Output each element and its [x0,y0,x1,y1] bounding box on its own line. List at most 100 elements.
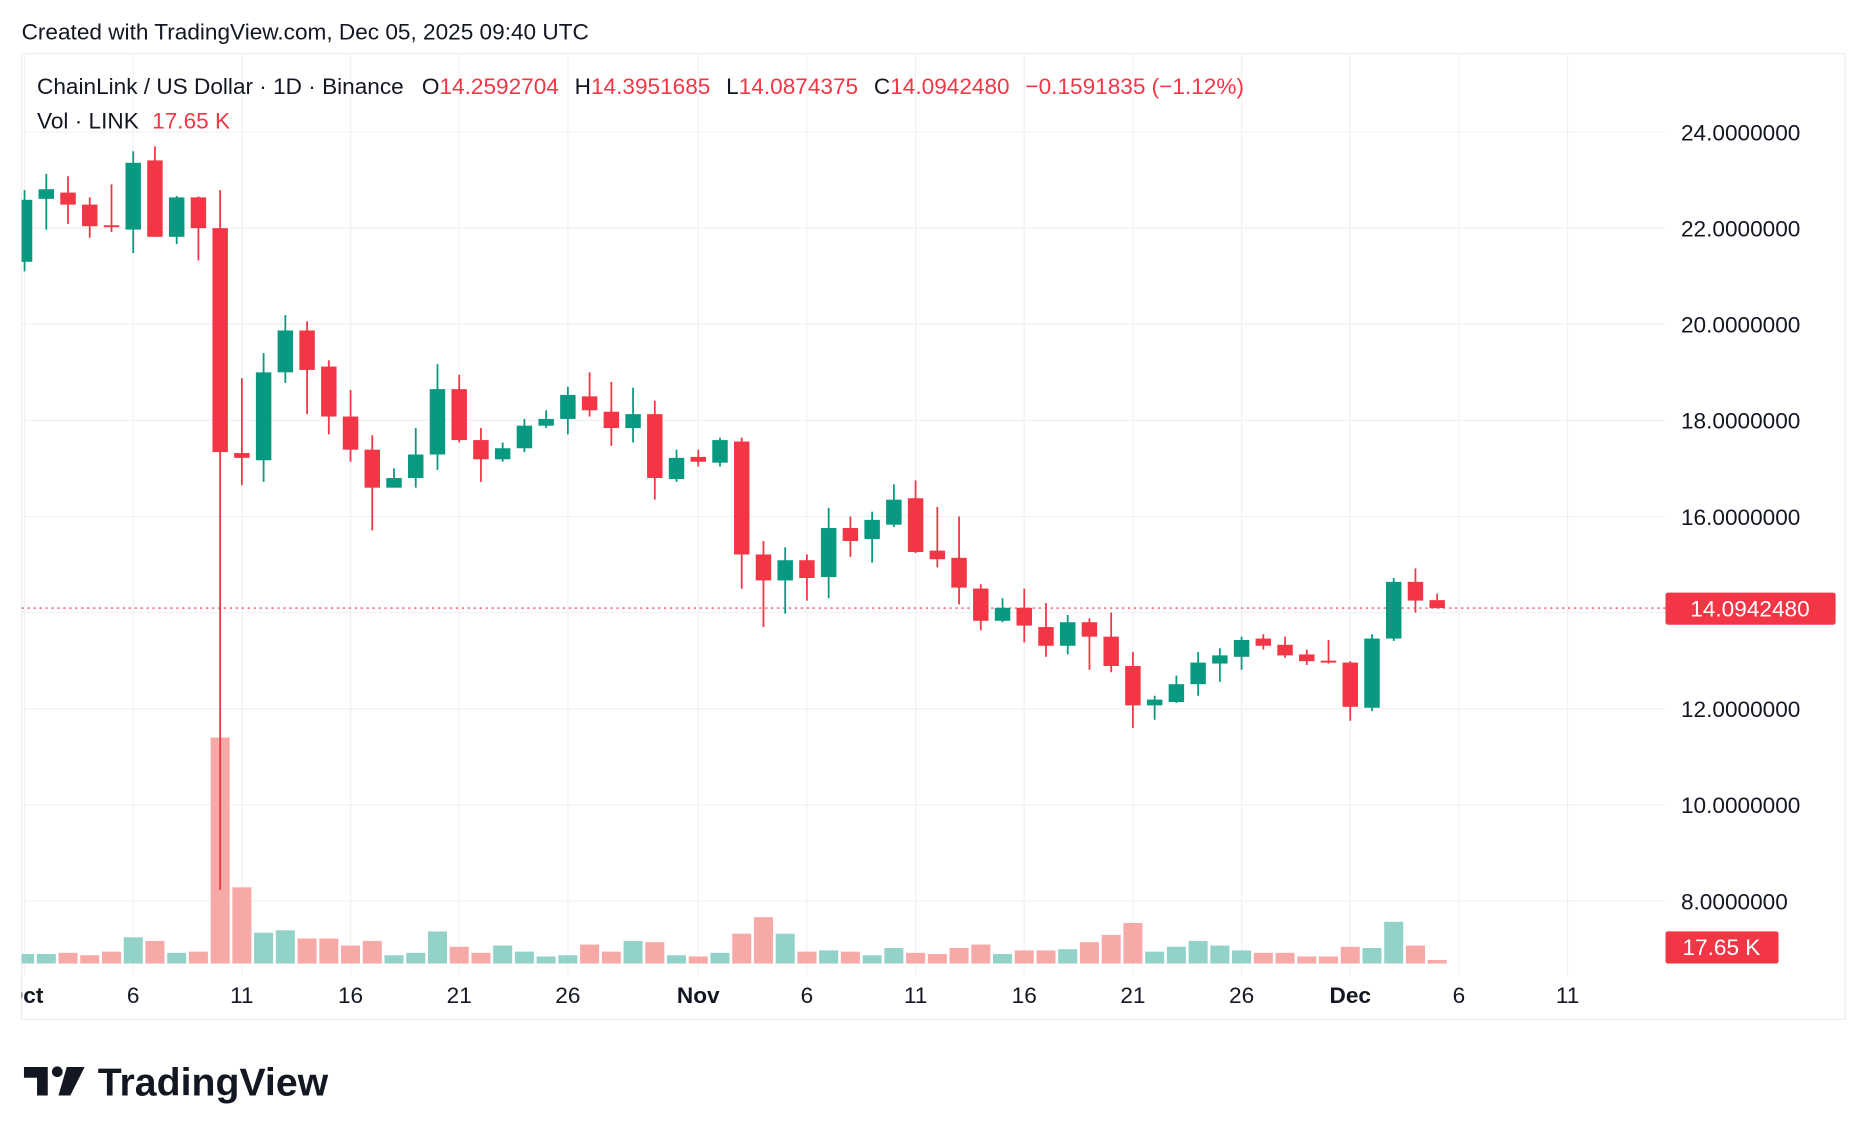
candle-body[interactable] [864,519,880,540]
volume-bar [710,952,730,964]
candle-body[interactable] [60,192,76,205]
svg-text:Vol · LINK 17.65 K: Vol · LINK 17.65 K [37,108,230,133]
candle-body[interactable] [299,330,315,370]
legend-volume-value: 17.65 K [152,108,230,133]
candle-body[interactable] [733,441,750,555]
legend-symbol[interactable]: ChainLink / US Dollar · 1D · Binance [37,74,404,99]
candle-body[interactable] [190,197,207,229]
legend-volume-label[interactable]: Vol · LINK [37,108,139,133]
candle-body[interactable] [690,456,706,462]
candle-body[interactable] [1146,699,1163,706]
candle-body[interactable] [212,228,228,453]
candle-body[interactable] [103,225,120,228]
candle-body[interactable] [1407,581,1424,601]
candle-body[interactable] [755,554,772,581]
volume-bar [1145,951,1165,964]
time-axis[interactable]: Oct 6 11 16 21 26 Nov 6 11 16 21 26 Dec 6 11 [6,983,1580,1008]
price-axis[interactable]: 24.0000000 22.0000000 20.0000000 18.0000000… [1681,120,1800,914]
candle-body[interactable] [82,204,98,227]
time-tick-label: 16 [338,983,363,1008]
candle-body[interactable] [538,418,554,426]
volume-bar [101,951,121,964]
candle-body[interactable] [799,560,815,579]
volume-bar [688,956,708,964]
candle-body[interactable] [17,199,33,262]
candle-body[interactable] [1342,662,1358,707]
candle-body[interactable] [973,588,989,621]
volume-bar [1427,959,1447,964]
legend-low-value: 14.0874375 [739,74,858,99]
candle-body[interactable] [625,414,641,429]
candle-body[interactable] [494,448,511,460]
candle-body[interactable] [603,411,620,429]
candle-body[interactable] [1016,607,1032,626]
candle-body[interactable] [429,389,446,455]
tradingview-logo[interactable]: TradingView [23,1061,329,1105]
candle-body[interactable] [125,162,141,230]
candle-body[interactable] [516,425,533,449]
candle-body[interactable] [1233,639,1250,657]
candle-body[interactable] [1385,581,1402,639]
candle-body[interactable] [364,449,381,488]
candle-body[interactable] [255,372,272,461]
candle-body[interactable] [147,160,163,237]
time-tick-label: 16 [1012,983,1037,1008]
candle-body[interactable] [321,366,337,417]
candle-body[interactable] [1320,660,1337,663]
time-tick-label: 26 [555,983,580,1008]
candle-body[interactable] [168,197,185,237]
candle-body[interactable] [473,440,489,460]
volume-bar [558,955,578,964]
candle-body[interactable] [668,457,685,480]
time-tick-label: Dec [1330,983,1371,1008]
candle-body[interactable] [842,528,859,542]
candle-body[interactable] [951,557,967,588]
candle-body[interactable] [1125,665,1141,706]
volume-bar [297,938,317,964]
candle-body[interactable] [907,498,924,553]
candle-body[interactable] [994,607,1011,621]
candle-body[interactable] [929,550,946,560]
candle-body[interactable] [38,189,55,199]
candle-body[interactable] [886,499,902,525]
candle-body[interactable] [1059,622,1076,646]
candle-body[interactable] [1081,622,1098,637]
volume-bar [1405,945,1425,964]
time-tick-label: 11 [230,983,253,1008]
volume-bar [1166,946,1186,964]
candle-body[interactable] [581,396,598,411]
time-tick-label: Nov [677,983,720,1008]
candle-body[interactable] [1299,654,1315,662]
volume-bar [123,937,143,964]
candle-body[interactable] [820,528,837,578]
candle-body[interactable] [1255,638,1272,646]
candle-body[interactable] [1429,600,1445,609]
candle-body[interactable] [560,394,576,419]
candle-body[interactable] [408,454,424,479]
candle-body[interactable] [277,330,294,373]
candle-body[interactable] [386,478,402,488]
candle-body[interactable] [1168,684,1185,702]
candle-body[interactable] [777,560,793,581]
volume-bar [1079,942,1099,964]
candle-body[interactable] [647,414,663,479]
volume-bar [971,944,991,964]
candle-body[interactable] [1364,638,1380,708]
candle-body[interactable] [1212,655,1228,664]
time-tick-label: 11 [904,983,927,1008]
legend-change: −0.1591835 (−1.12%) [1025,74,1244,99]
volume-bar [1014,950,1034,964]
candle-body[interactable] [1190,662,1206,685]
candle-body[interactable] [342,416,359,450]
volume-bar [536,956,556,964]
candle-body[interactable] [1103,636,1119,666]
volume-bar [36,954,56,964]
candle-body[interactable] [234,453,250,458]
volume-bar [645,942,665,964]
candle-body[interactable] [1277,644,1293,656]
volume-bar [514,951,534,964]
candle-body[interactable] [712,440,728,463]
candle-body[interactable] [451,389,467,441]
legend-high-label: H [575,74,591,99]
candle-body[interactable] [1038,627,1054,646]
